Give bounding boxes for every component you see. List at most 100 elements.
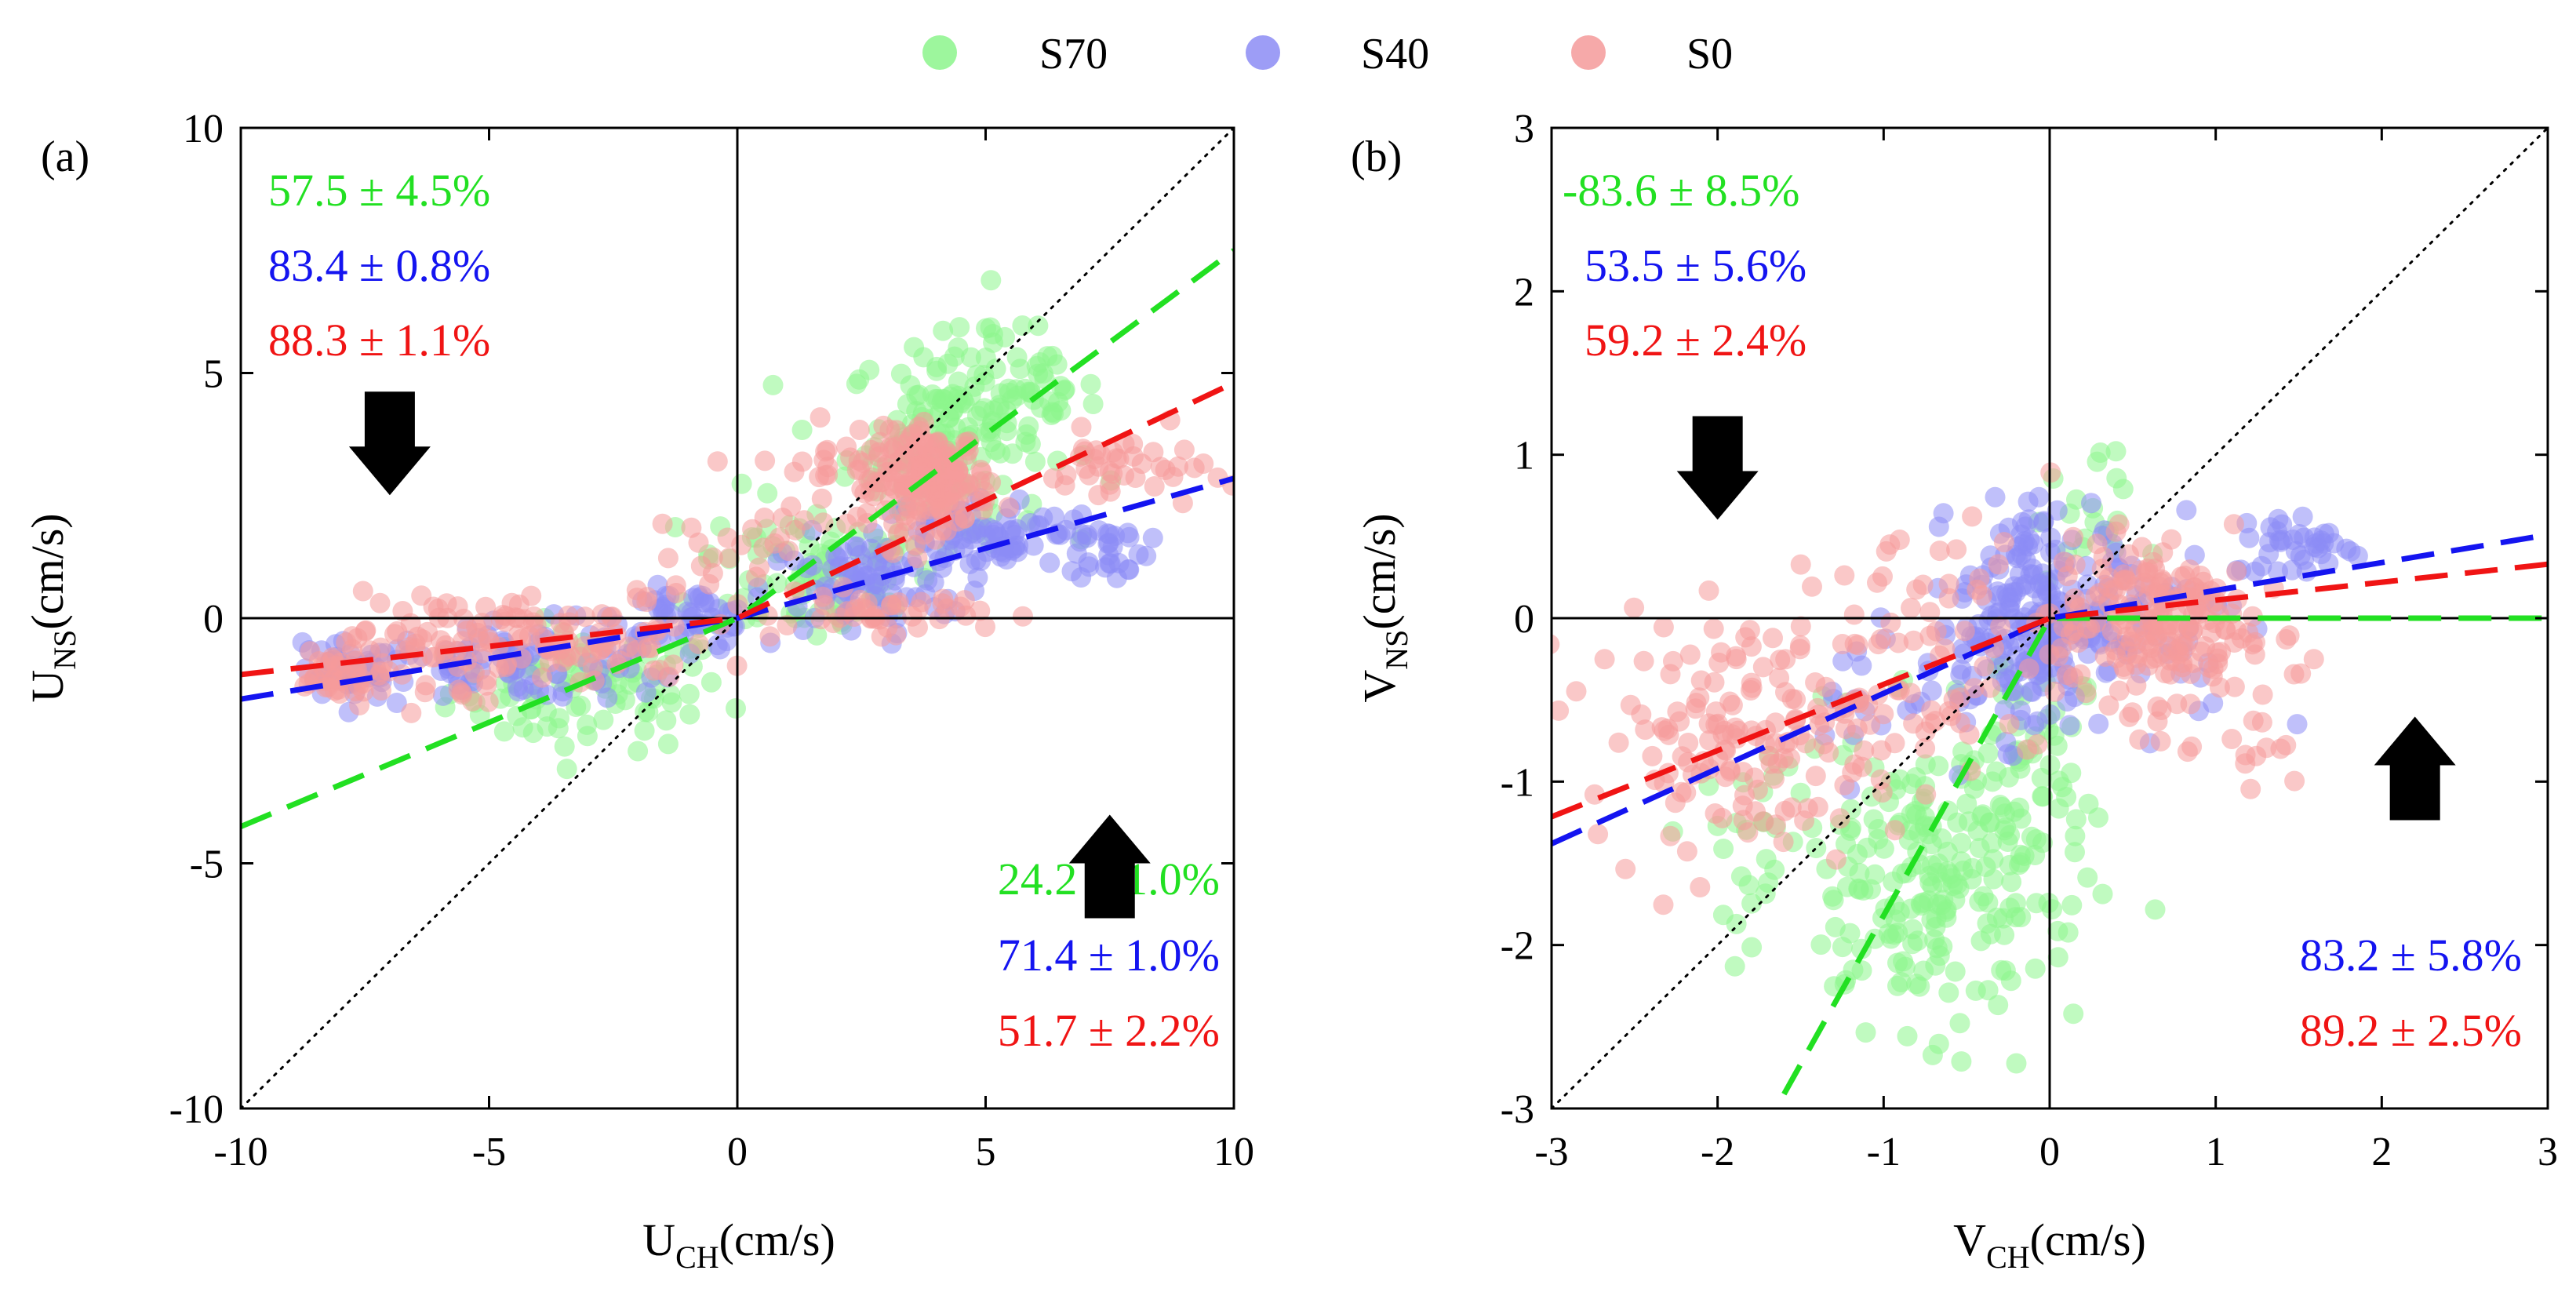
point-s70	[628, 741, 649, 762]
point-s70	[512, 717, 533, 738]
annotation-s70-top-a: 57.5 ± 4.5%	[268, 165, 490, 216]
point-s0	[421, 646, 442, 668]
point-s70	[1972, 804, 1993, 825]
point-s40	[828, 548, 849, 569]
point-s0	[1653, 617, 1674, 638]
x-tick-label: 0	[727, 1130, 748, 1174]
point-s40	[863, 573, 884, 594]
point-s0	[1712, 807, 1733, 828]
point-s40	[1100, 553, 1121, 574]
point-s0	[1615, 858, 1636, 879]
point-s70	[593, 709, 614, 730]
point-s0	[657, 548, 679, 569]
point-s0	[1552, 700, 1570, 721]
point-s70	[634, 720, 655, 741]
point-s0	[637, 638, 658, 658]
panel-b-annotations-bottom: 83.2 ± 5.8% 89.2 ± 2.5%	[2300, 930, 2522, 1056]
point-s0	[1790, 616, 1811, 637]
point-s0	[1860, 714, 1881, 735]
point-s0	[1796, 733, 1817, 754]
point-s0	[1834, 774, 1855, 795]
point-s0	[464, 662, 485, 683]
fit-line-s70	[1781, 615, 2548, 1096]
point-s70	[1907, 930, 1928, 952]
point-s0	[2224, 676, 2245, 697]
point-s70	[1865, 864, 1886, 885]
x-tick-label: -1	[1867, 1130, 1901, 1174]
point-s0	[2161, 529, 2182, 550]
point-s70	[1913, 892, 1934, 913]
panel-b-yaxis-title: VNS(cm/s)	[1354, 513, 1414, 702]
point-s0	[1962, 506, 1983, 527]
point-s0	[777, 615, 798, 635]
x-tick-label: 2	[2371, 1130, 2392, 1174]
point-s0	[2181, 621, 2203, 642]
point-s70	[906, 385, 927, 406]
point-s0	[690, 555, 711, 577]
point-s70	[983, 332, 1004, 353]
fit-line-s0	[241, 380, 1234, 678]
point-s0	[2226, 561, 2247, 582]
point-s0	[2221, 729, 2243, 749]
point-s0	[2180, 693, 2201, 715]
y-tick-label: 10	[183, 107, 224, 151]
panel-a: (a) 57.5 ± 4.5% 83.4 ± 0.8% 88.3 ± 1.1% …	[22, 107, 1254, 1275]
point-s0	[2098, 695, 2119, 716]
point-s70	[937, 353, 959, 374]
annotation-s40-top-b: 53.5 ± 5.6%	[1585, 240, 1806, 291]
point-s40	[2304, 537, 2325, 558]
point-s0	[1079, 464, 1100, 486]
point-s0	[401, 702, 422, 723]
point-s0	[1769, 668, 1790, 689]
y-tick-label: -1	[1501, 760, 1534, 805]
point-s70	[2065, 809, 2087, 830]
point-s0	[1653, 894, 1674, 915]
point-s70	[2032, 786, 2053, 807]
point-s0	[1624, 597, 1645, 618]
point-s0	[2284, 770, 2305, 792]
point-s70	[679, 683, 700, 704]
point-s0	[1588, 824, 1609, 845]
point-s40	[2059, 715, 2080, 736]
point-s0	[2243, 710, 2264, 731]
point-s0	[1608, 732, 1629, 753]
point-s70	[1080, 373, 1101, 395]
point-s40	[2258, 544, 2279, 565]
point-s0	[1654, 720, 1675, 741]
point-s0	[1552, 634, 1560, 655]
point-s0	[1726, 649, 1747, 670]
point-s0	[913, 432, 934, 453]
point-s0	[1705, 714, 1726, 735]
point-s40	[2081, 493, 2101, 514]
point-s0	[1775, 649, 1796, 670]
point-s70	[1724, 955, 1745, 977]
x-tick-label: 10	[1213, 1130, 1254, 1174]
point-s0	[412, 629, 433, 650]
point-s70	[1028, 315, 1049, 337]
point-s70	[2025, 958, 2046, 979]
point-s0	[2113, 656, 2134, 677]
point-s0	[532, 667, 552, 688]
point-s0	[1100, 481, 1121, 502]
point-s70	[1921, 855, 1942, 876]
point-s70	[1915, 754, 1936, 775]
point-s0	[1733, 810, 1754, 831]
point-s70	[1839, 923, 1861, 944]
point-s70	[1012, 315, 1033, 336]
point-s0	[879, 419, 901, 440]
point-s0	[2053, 617, 2074, 638]
point-s0	[1686, 693, 1707, 714]
point-s0	[2177, 741, 2198, 763]
point-s0	[2087, 533, 2108, 555]
point-s0	[452, 684, 473, 705]
point-s0	[384, 624, 405, 645]
point-s70	[614, 690, 635, 711]
point-s0	[1888, 632, 1909, 653]
point-s70	[1002, 443, 1023, 464]
panel-a-annotations-top: 57.5 ± 4.5% 83.4 ± 0.8% 88.3 ± 1.1%	[268, 165, 490, 366]
y-tick-label: 3	[1514, 107, 1534, 151]
point-s0	[652, 513, 673, 534]
point-s0	[2105, 639, 2126, 661]
point-s70	[679, 704, 700, 725]
point-s0	[1921, 700, 1942, 721]
